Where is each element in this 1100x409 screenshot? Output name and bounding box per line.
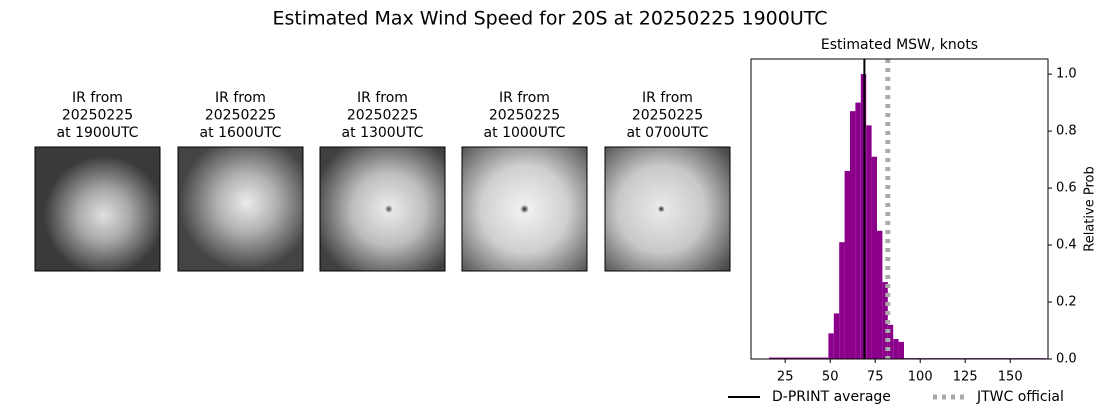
y-tick-label: 0.2 [1056, 295, 1077, 310]
legend-label: JTWC official [976, 389, 1064, 405]
x-tick-label: 125 [953, 370, 978, 385]
chart-title: Estimated MSW, knots [821, 37, 978, 53]
panel-title: 20250225 [347, 108, 418, 124]
panel-title: at 1000UTC [484, 125, 566, 141]
bar [850, 111, 856, 359]
ir-image [34, 146, 161, 272]
bar [833, 313, 840, 359]
bar [844, 170, 850, 359]
panel-title: IR from [499, 90, 550, 106]
bar [828, 333, 834, 359]
ir-image [319, 146, 446, 272]
x-tick-label: 50 [822, 370, 839, 385]
x-tick-label: 75 [867, 370, 884, 385]
ir-images [34, 146, 731, 272]
panel-title: at 1300UTC [342, 125, 424, 141]
bar [866, 125, 872, 359]
ir-image [461, 146, 588, 272]
panel-title: IR from [215, 90, 266, 106]
y-tick-label: 0.6 [1056, 181, 1077, 196]
panel-title: at 0700UTC [627, 125, 709, 141]
figure-title: Estimated Max Wind Speed for 20S at 2025… [272, 8, 827, 30]
ir-image [604, 146, 731, 272]
y-tick-label: 0.8 [1056, 124, 1077, 139]
y-tick-label: 1.0 [1056, 67, 1077, 82]
x-tick-label: 100 [908, 370, 933, 385]
panel-title: 20250225 [632, 108, 703, 124]
bar [871, 156, 877, 359]
bar [882, 282, 888, 359]
x-tick-label: 150 [998, 370, 1023, 385]
bar [898, 341, 904, 359]
y-tick-label: 0.0 [1056, 352, 1077, 367]
panel-title: IR from [642, 90, 693, 106]
ir-image [177, 146, 304, 272]
panel-title: at 1900UTC [57, 125, 139, 141]
plot-frame [750, 58, 1049, 360]
bar [877, 230, 883, 359]
panel-title: 20250225 [205, 108, 276, 124]
panel-title: 20250225 [62, 108, 133, 124]
legend-label: D-PRINT average [772, 389, 891, 405]
panel-title: 20250225 [489, 108, 560, 124]
y-tick-label: 0.4 [1056, 238, 1077, 253]
y-axis-label: Relative Prob [1083, 166, 1098, 251]
x-tick-label: 25 [777, 370, 794, 385]
panel-title: at 1600UTC [200, 125, 282, 141]
bar [839, 242, 845, 359]
bar [887, 324, 894, 359]
bar [769, 357, 829, 359]
panel-title: IR from [72, 90, 123, 106]
bar [855, 102, 861, 359]
panel-title: IR from [357, 90, 408, 106]
bar [893, 339, 899, 359]
